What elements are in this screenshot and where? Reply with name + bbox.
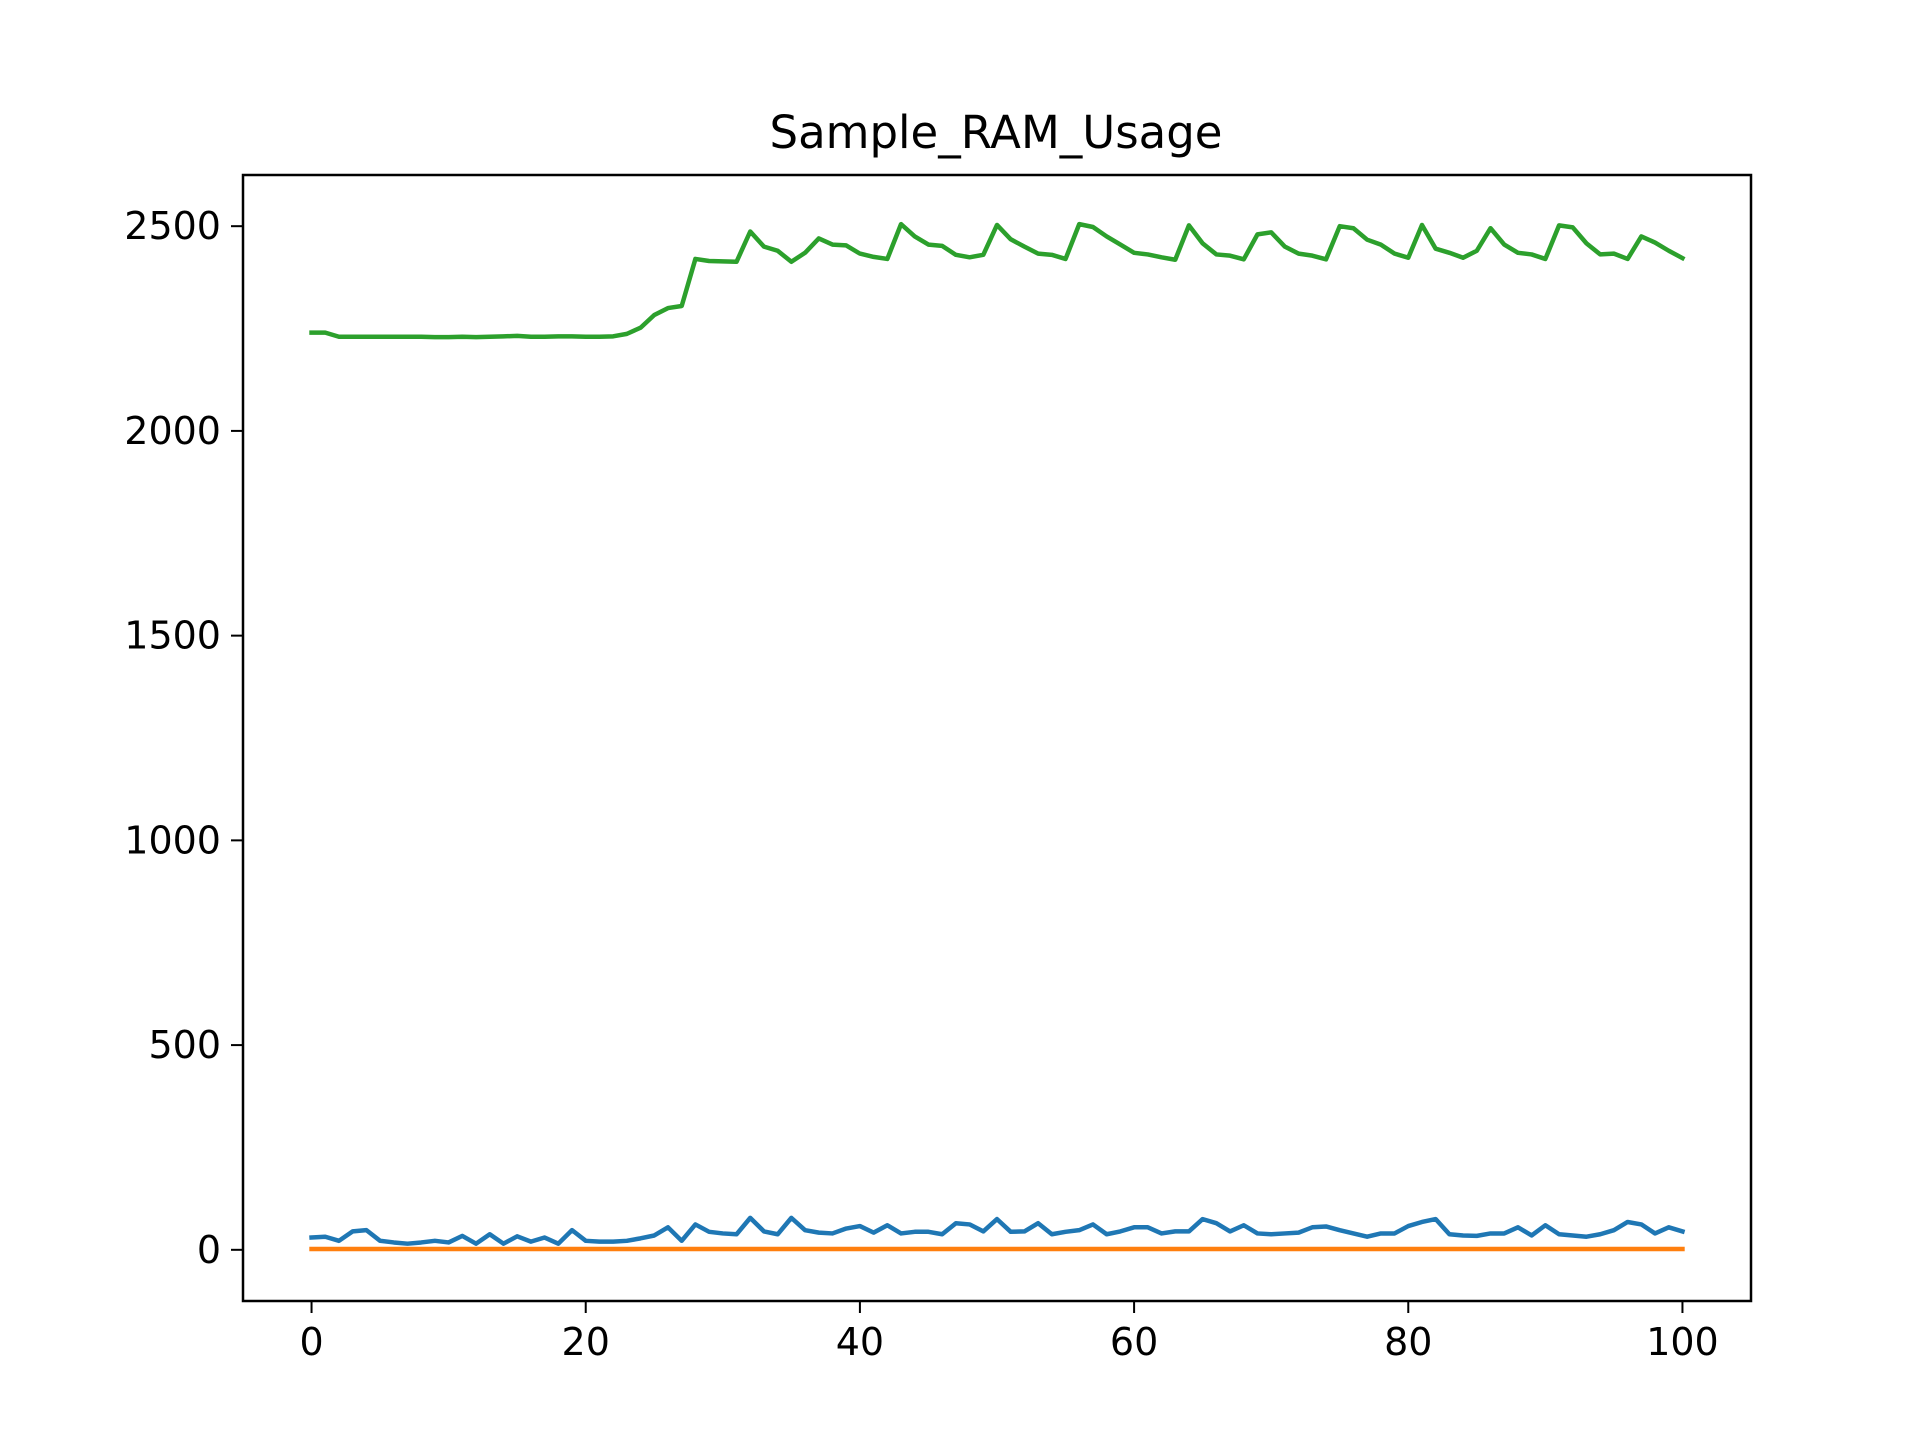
x-tick-label: 40 — [836, 1320, 884, 1364]
y-tick-label: 0 — [197, 1228, 221, 1272]
x-tick-label: 0 — [299, 1320, 323, 1364]
plot-area-frame — [241, 173, 1753, 1303]
y-tick-label: 2500 — [124, 204, 221, 248]
series-line-3 — [309, 221, 1686, 340]
x-tick-label: 60 — [1110, 1320, 1158, 1364]
y-tick-label: 2000 — [124, 409, 221, 453]
x-tick-label: 80 — [1384, 1320, 1432, 1364]
series-line-1 — [309, 1215, 1686, 1246]
x-tick-label: 20 — [562, 1320, 610, 1364]
series-layer — [309, 221, 1686, 1252]
x-tick-label: 100 — [1646, 1320, 1719, 1364]
chart-title: Sample_RAM_Usage — [770, 106, 1223, 159]
y-tick-label: 500 — [148, 1023, 221, 1067]
y-tick-label: 1000 — [124, 818, 221, 862]
y-tick-label: 1500 — [124, 614, 221, 658]
